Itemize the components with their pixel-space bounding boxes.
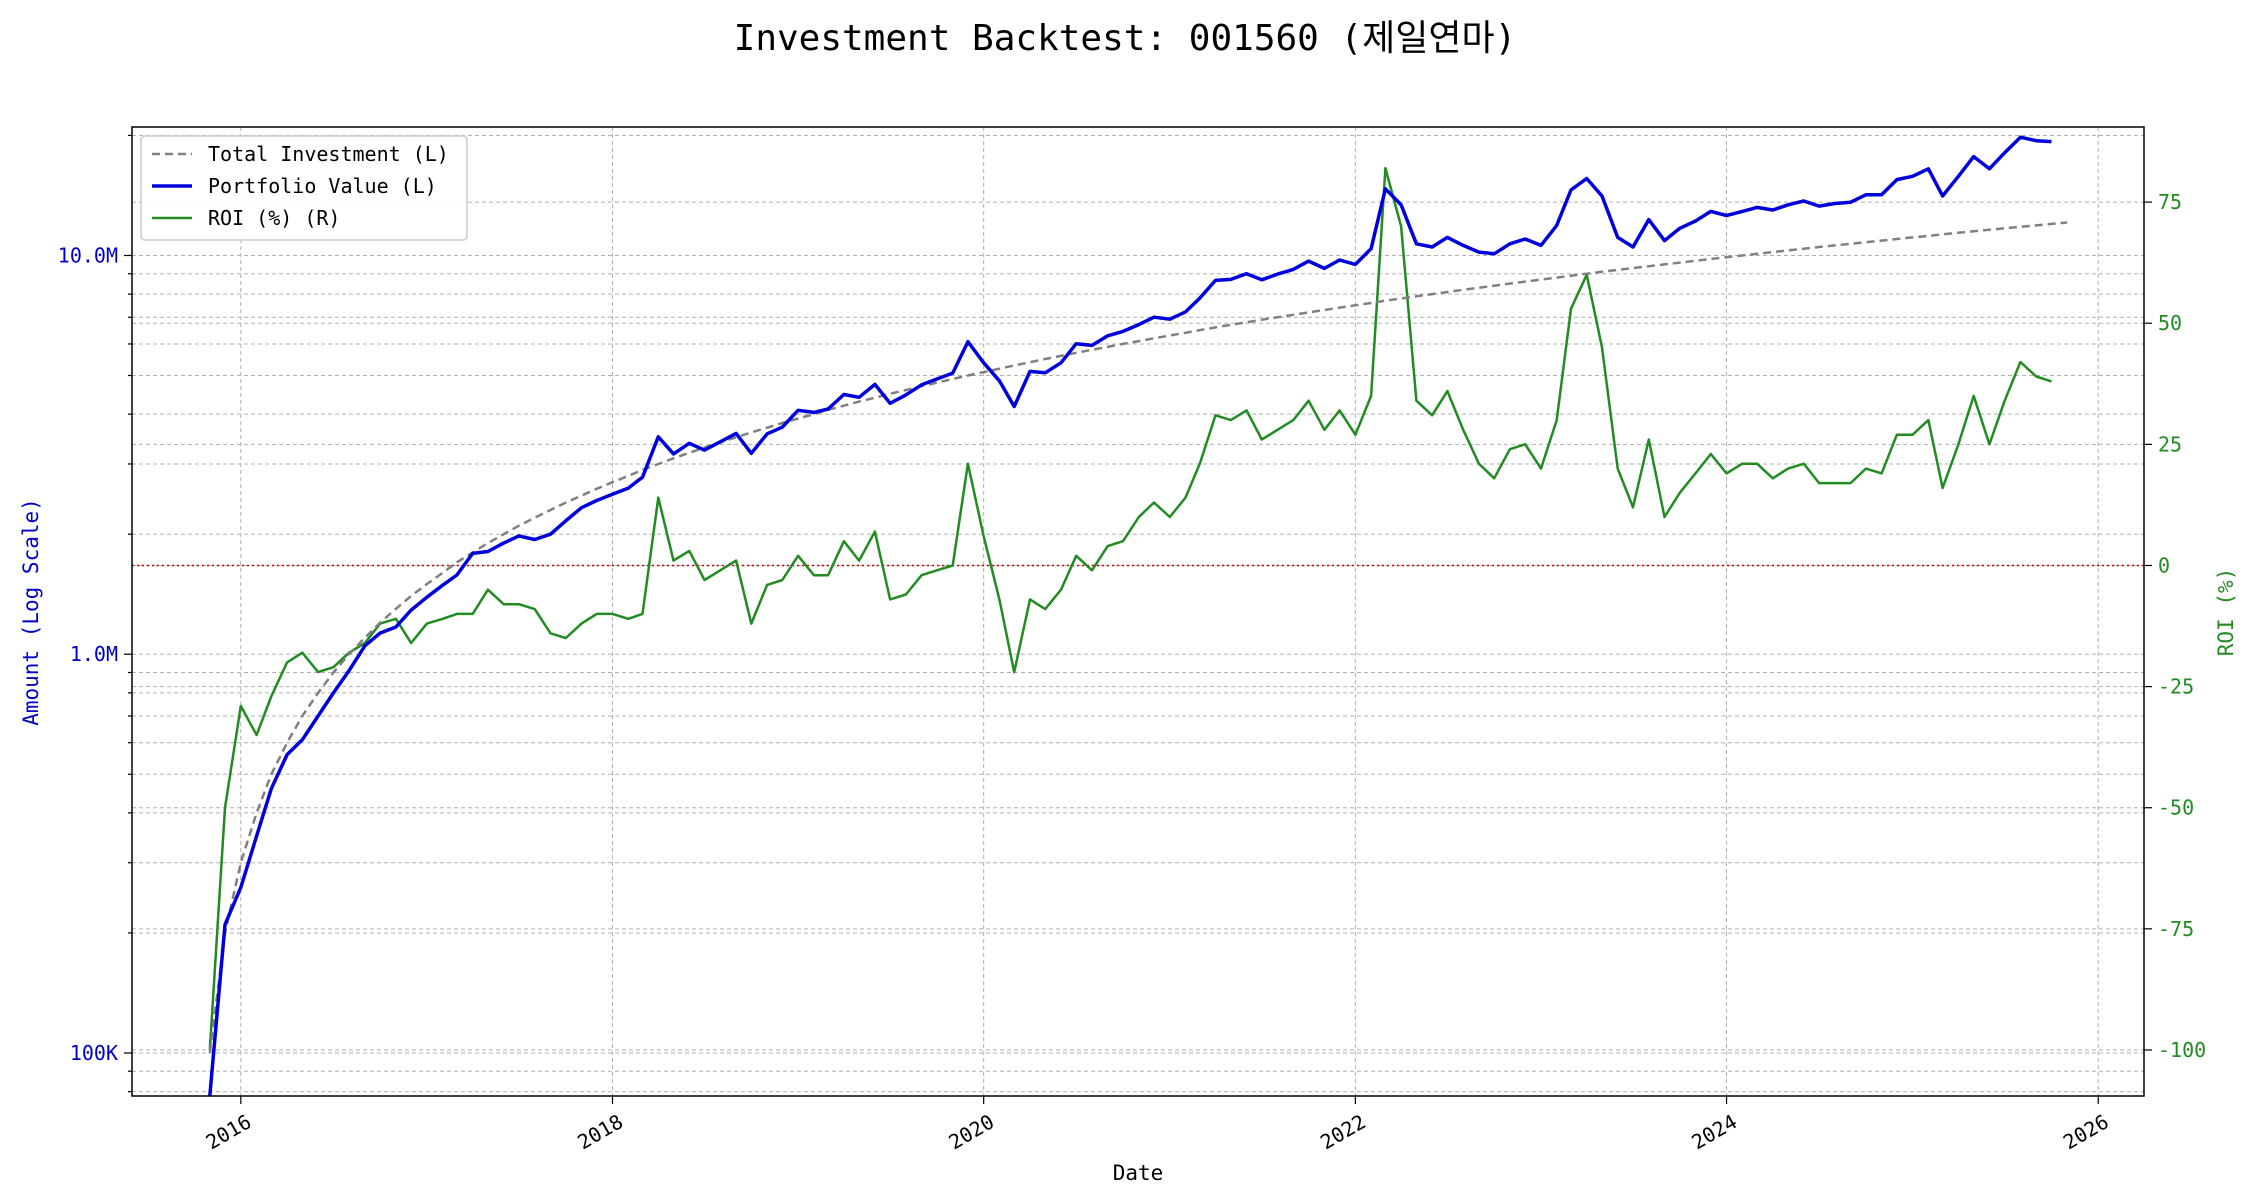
y-right-tick-label: 50 [2158, 311, 2182, 335]
y-right-tick-label: -100 [2158, 1038, 2206, 1062]
x-tick-label: 2026 [2059, 1109, 2113, 1154]
roi-line [208, 166, 2052, 1051]
y-axis-left-label: Amount (Log Scale) [19, 498, 43, 726]
y-right-tick-label: 75 [2158, 190, 2182, 214]
portfolio-value-line [208, 135, 2052, 1097]
right-axis: -100 -75 -50 -25 0 25 50 75 [2144, 190, 2206, 1062]
y-axis-right-label: ROI (%) [2214, 568, 2238, 657]
grid-lines [132, 127, 2144, 1096]
x-tick-label: 2024 [1687, 1109, 1741, 1154]
y-right-tick-label: -75 [2158, 917, 2194, 941]
legend-label-total-investment: Total Investment (L) [208, 142, 449, 166]
legend-label-roi: ROI (%) (R) [208, 206, 340, 230]
x-tick-label: 2018 [573, 1109, 627, 1154]
y-right-tick-label: -25 [2158, 675, 2194, 699]
y-right-tick-label: 0 [2158, 553, 2170, 577]
y-left-tick-label: 1.0M [70, 642, 118, 666]
x-tick-label: 2020 [944, 1109, 998, 1154]
left-axis: 100K 1.0M 10.0M [58, 134, 132, 1093]
total-investment-line [208, 221, 2068, 1054]
x-axis: 2016 2018 2020 2022 2024 2026 [202, 1096, 2113, 1154]
legend: Total Investment (L) Portfolio Value (L)… [140, 135, 468, 241]
chart-title: Investment Backtest: 001560 (제일연마) [734, 18, 1517, 59]
legend-box [140, 135, 468, 241]
y-right-tick-label: -50 [2158, 796, 2194, 820]
y-right-tick-label: 25 [2158, 432, 2182, 456]
series-layer [132, 135, 2144, 1097]
y-left-tick-label: 100K [70, 1041, 118, 1065]
y-left-tick-label: 10.0M [58, 243, 118, 267]
x-tick-label: 2016 [202, 1109, 256, 1154]
x-tick-label: 2022 [1316, 1109, 1370, 1154]
plot-frame [131, 126, 2145, 1097]
x-axis-label: Date [1113, 1161, 1164, 1185]
legend-label-portfolio-value: Portfolio Value (L) [208, 174, 437, 198]
